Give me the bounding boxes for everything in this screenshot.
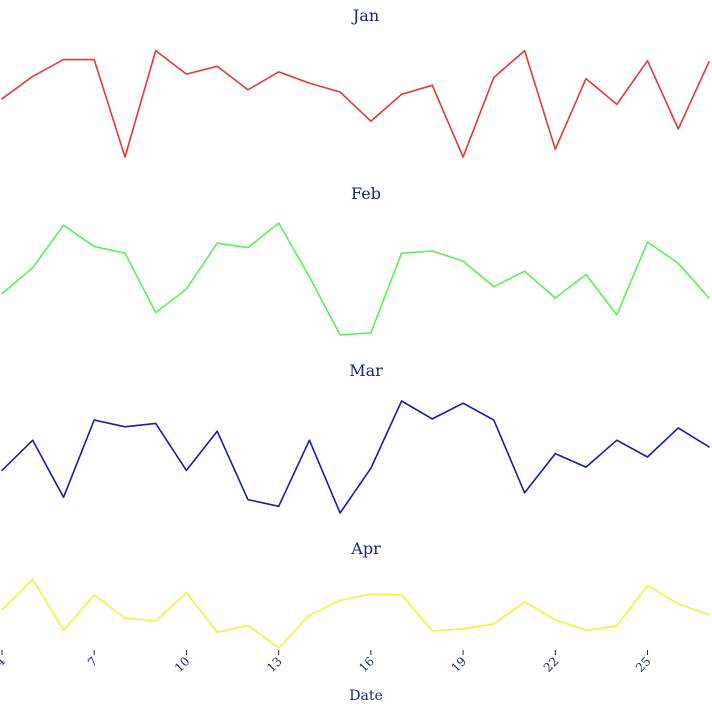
panel-title: Apr bbox=[350, 539, 381, 558]
panel-apr: Apr bbox=[1, 539, 710, 649]
x-tick-label: 19 bbox=[449, 654, 470, 675]
x-axis-title: Date bbox=[349, 688, 382, 704]
x-tick-label: 4 bbox=[0, 654, 8, 670]
series-line-jan bbox=[1, 49, 710, 158]
panel-mar: Mar bbox=[1, 361, 710, 514]
panel-title: Mar bbox=[349, 361, 383, 380]
series-line-feb bbox=[1, 222, 710, 336]
x-tick-label: 7 bbox=[85, 654, 100, 669]
panel-title: Feb bbox=[351, 184, 381, 203]
x-tick-label: 22 bbox=[541, 654, 562, 675]
panel-feb: Feb bbox=[1, 184, 710, 336]
x-axis: 4 7 10 13 16 19 22 25 bbox=[0, 650, 654, 675]
x-tick-label: 13 bbox=[264, 654, 285, 675]
x-tick-label: 10 bbox=[172, 654, 193, 675]
panel-jan: Jan bbox=[1, 6, 710, 158]
panel-title: Jan bbox=[351, 6, 379, 25]
x-tick-label: 25 bbox=[633, 654, 654, 675]
x-tick-label: 16 bbox=[356, 654, 377, 675]
panels: Jan Feb Mar Apr bbox=[1, 6, 710, 649]
series-line-apr bbox=[1, 578, 710, 649]
series-line-mar bbox=[1, 400, 710, 514]
